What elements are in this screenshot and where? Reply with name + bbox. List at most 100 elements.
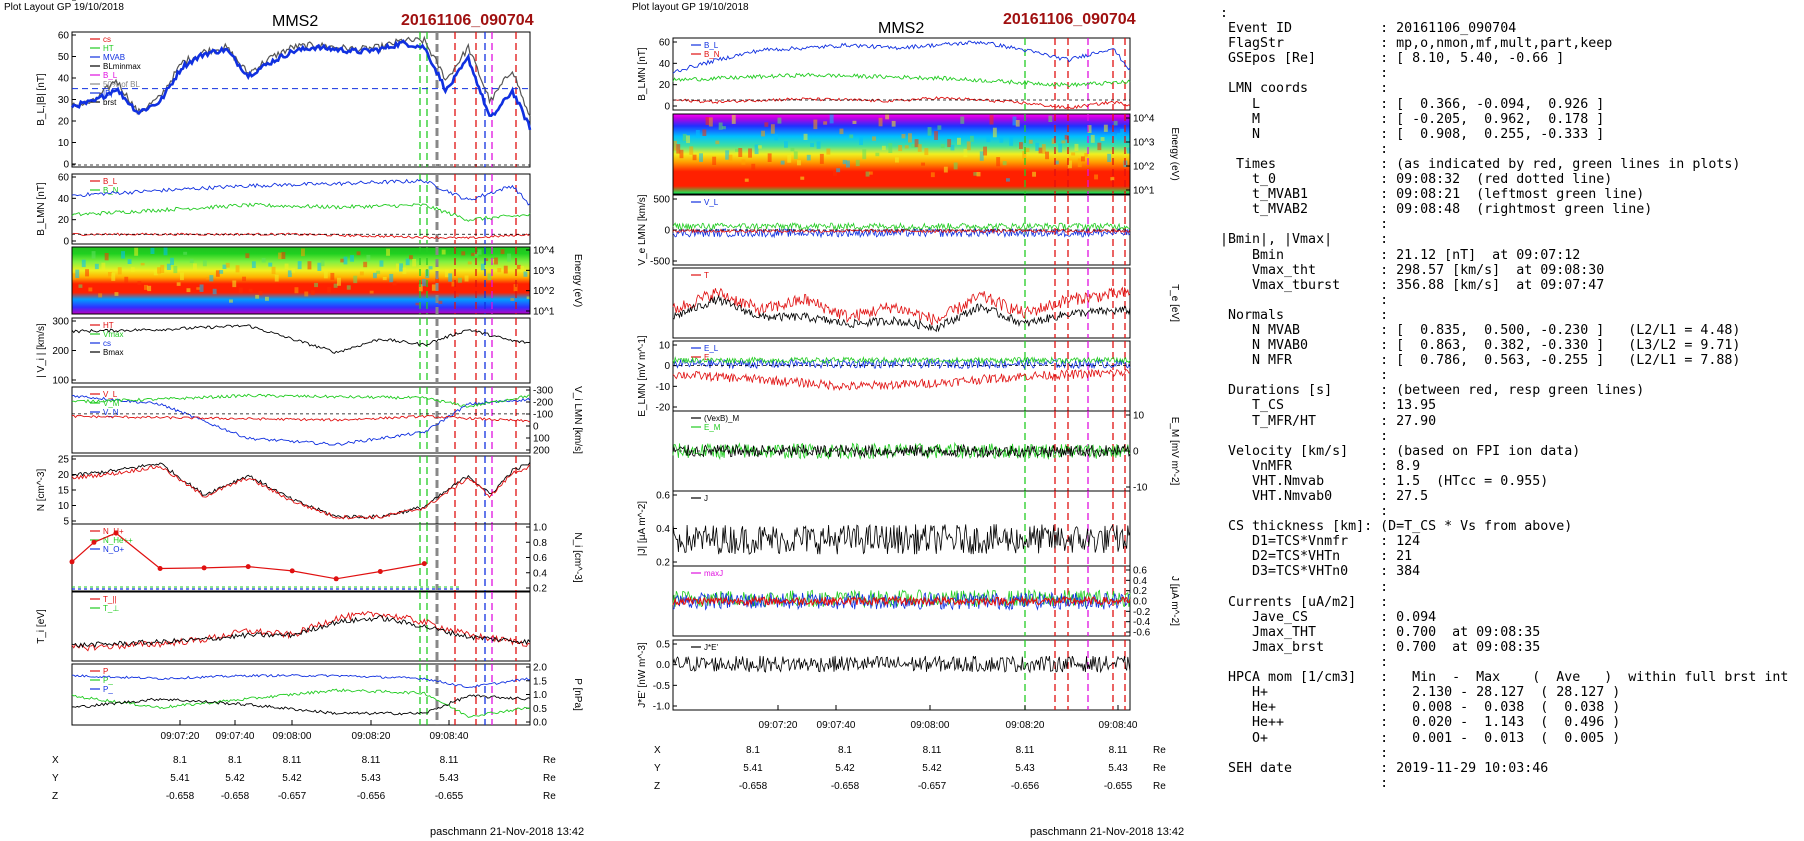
spectrogram-cell: [1071, 152, 1076, 156]
spectrogram-cell: [101, 262, 106, 271]
y-tick-label: 40: [659, 59, 671, 70]
x-tick-label: 09:08:20: [1006, 720, 1045, 731]
y-tick-label: 0.4: [533, 568, 547, 579]
spectrogram-cell: [917, 144, 922, 152]
spectrogram-cell: [1035, 142, 1040, 151]
position-value: 8.1: [173, 755, 187, 766]
spectrogram-cell: [735, 148, 739, 152]
spectrogram-cell: [235, 265, 240, 273]
legend-label: B_L: [103, 71, 118, 80]
y-tick-label: 20: [58, 470, 70, 481]
spectrogram-cell: [444, 269, 449, 278]
spectrogram-cell: [301, 248, 305, 257]
spectrogram-cell: [813, 119, 818, 130]
legend-label: E_M: [704, 423, 721, 432]
y-axis-label: N [cm^-3]: [36, 469, 47, 512]
spectrogram-cell: [1110, 177, 1115, 181]
series-Ve-M: [672, 221, 1131, 232]
spectrogram-cell: [480, 263, 485, 271]
spectrogram-cell: [428, 266, 433, 270]
spectrogram-cell: [104, 253, 109, 261]
spectrogram-cell: [686, 135, 690, 144]
spectrogram-cell: [819, 153, 824, 164]
legend-label: J*E': [704, 643, 718, 652]
spectrogram-cell: [402, 267, 407, 275]
y-tick-label: 10: [659, 341, 671, 352]
y-tick-label: 10^4: [533, 246, 555, 257]
spectrogram-cell: [1025, 147, 1030, 152]
legend-label: Vmax: [103, 330, 123, 339]
spectrogram-cell: [193, 263, 197, 271]
position-value: 5.43: [1015, 763, 1035, 774]
position-value: -0.658: [831, 781, 860, 792]
spectrogram-cell: [741, 159, 746, 165]
spectrogram-cell: [976, 172, 981, 177]
spectrogram-cell: [500, 249, 505, 255]
spectrogram-cell: [689, 146, 694, 155]
series-Vi-magnitude: [71, 324, 531, 354]
spacecraft-title: MMS2: [272, 13, 318, 30]
spectrogram-cell: [901, 134, 906, 139]
y-tick-label: 0: [664, 102, 670, 113]
spectrogram-cell: [327, 286, 332, 293]
spectrogram-cell: [761, 130, 765, 137]
spectrogram-cell: [1077, 158, 1082, 168]
spectrogram-cell: [921, 162, 925, 166]
spectrogram-cell: [1006, 178, 1010, 182]
y-tick-label: 0.5: [656, 640, 670, 651]
spectrogram-cell: [1038, 147, 1043, 154]
energy-spectrogram: [673, 114, 1131, 194]
data-point: [91, 539, 97, 545]
position-unit: Re: [1153, 745, 1166, 756]
panel-frame: [672, 340, 1131, 412]
spectrogram-cell: [833, 171, 837, 176]
position-value: 5.41: [743, 763, 763, 774]
y-axis-label: N_i [cm^-3]: [572, 532, 583, 582]
y-tick-label: 10^3: [533, 266, 555, 277]
spectrogram-cell: [363, 261, 368, 268]
y-tick-label: 50: [58, 52, 70, 63]
legend-label: B_L: [103, 177, 118, 186]
spectrogram-cell: [441, 249, 446, 255]
position-value: 8.11: [362, 755, 381, 766]
position-value: -0.658: [166, 791, 195, 802]
spectrogram-cell: [914, 139, 919, 148]
spectrogram-cell: [1084, 152, 1089, 157]
y-tick-label: 1.0: [533, 690, 547, 701]
panel-frame: [672, 113, 1131, 195]
spectrogram-cell: [317, 262, 322, 271]
x-tick-label: 09:08:20: [352, 731, 391, 742]
spectrogram-cell: [98, 293, 103, 298]
legend-label: B_N: [103, 186, 119, 195]
panel-BLMN: B_LMN [nT] 0 20 40 60 B_LB_N: [36, 173, 531, 248]
series-J-N: [672, 595, 1131, 607]
series-BM-lmn: [71, 202, 531, 222]
spectrogram-cell: [229, 299, 233, 303]
series-Ve-N: [672, 228, 1131, 234]
spectrogram-cell: [937, 125, 942, 130]
spectrogram-cell: [780, 160, 785, 165]
spectrogram-cell: [904, 145, 909, 149]
spectrogram-cell: [494, 257, 498, 265]
data-point: [289, 568, 295, 574]
y-tick-label: 0.0: [1133, 597, 1147, 608]
position-value: -0.655: [435, 791, 464, 802]
spectrogram-cell: [320, 259, 325, 267]
y-tick-label: 300: [52, 317, 69, 328]
spectrogram-cell: [350, 255, 354, 262]
spectrogram-cell: [1045, 151, 1049, 160]
legend-label: E_L: [704, 344, 719, 353]
y-tick-label: 15: [58, 486, 70, 497]
panel-frame: [672, 37, 1131, 111]
spectrogram-cell: [1032, 171, 1036, 177]
series-VN: [72, 414, 531, 423]
spectrogram-cell: [790, 147, 795, 152]
position-value: 5.43: [439, 773, 459, 784]
spectrogram-cell: [888, 143, 893, 153]
panel-spec: Energy (eV) 10^1 10^2 10^3 10^4: [71, 246, 583, 318]
y-tick-label: 10: [58, 501, 70, 512]
position-value: -0.657: [918, 781, 947, 792]
spectrogram-cell: [872, 136, 876, 141]
spectrogram-cell: [337, 277, 341, 286]
